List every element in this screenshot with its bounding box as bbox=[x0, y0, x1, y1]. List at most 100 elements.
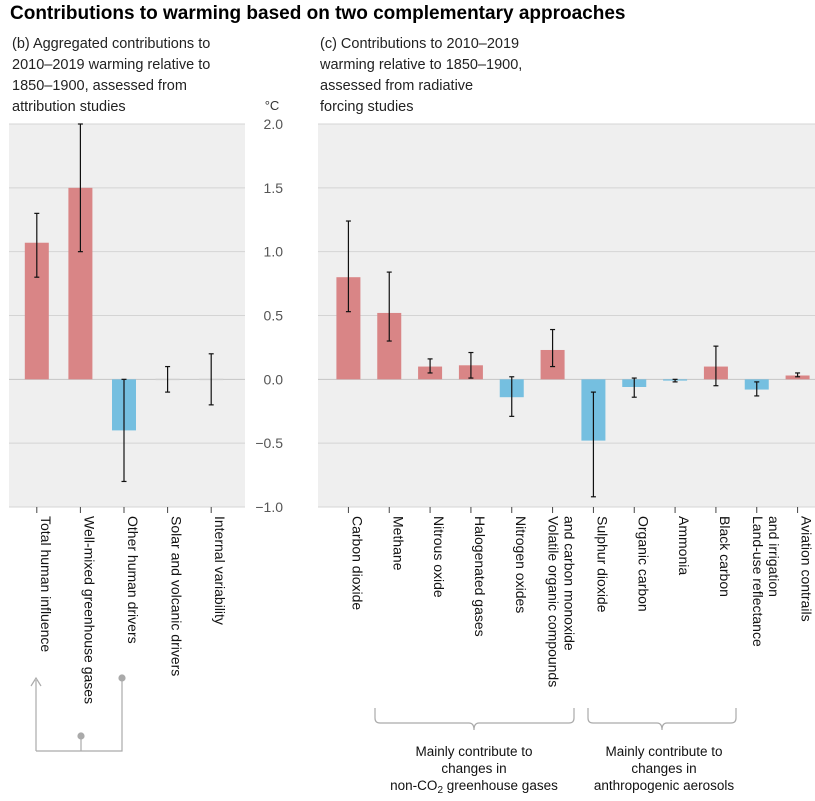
error-bar-aviation-contrails bbox=[795, 372, 801, 378]
panel-c: (c) Contributions to 2010–2019 warming r… bbox=[318, 36, 815, 687]
panel-b-subtitle-line-1: (b) Aggregated contributions to bbox=[12, 36, 210, 52]
error-bar-land-use-reflectance-and-irrigation bbox=[754, 381, 760, 397]
category-label-line: Internal variability bbox=[212, 516, 228, 625]
group-aerosols: Mainly contribute to changes in anthropo… bbox=[587, 708, 737, 793]
panel-b-bracket bbox=[30, 674, 126, 752]
category-label-line: Black carbon bbox=[717, 516, 733, 597]
category-label-line: Carbon dioxide bbox=[349, 516, 365, 610]
error-bar-ammonia bbox=[672, 378, 678, 383]
brace-ghg bbox=[374, 708, 575, 731]
group-aerosols-line-2: changes in bbox=[631, 761, 696, 776]
group-aerosols-line-3: anthropogenic aerosols bbox=[594, 778, 735, 793]
panel-c-subtitle: (c) Contributions to 2010–2019 warming r… bbox=[319, 36, 526, 115]
panel-c-subtitle-line-2: warming relative to 1850–1900, bbox=[319, 57, 522, 73]
error-bar-halogenated-gases bbox=[468, 351, 474, 379]
error-bar-carbon-dioxide bbox=[345, 220, 351, 313]
category-label-line: and carbon monoxide bbox=[562, 516, 578, 651]
category-label-total-human-influence: Total human influence bbox=[38, 516, 54, 652]
bracket-dot-ghg bbox=[77, 732, 85, 740]
panel-c-bars bbox=[336, 277, 810, 441]
y-tick-label: 0.0 bbox=[264, 371, 284, 387]
category-label-line: Other human drivers bbox=[125, 516, 141, 644]
category-label-black-carbon: Black carbon bbox=[717, 516, 733, 597]
panel-b-subtitle-line-3: 1850–1900, assessed from bbox=[12, 78, 187, 94]
panel-c-subtitle-line-1: (c) Contributions to 2010–2019 bbox=[320, 36, 519, 52]
panel-b: (b) Aggregated contributions to 2010–201… bbox=[9, 36, 245, 704]
category-label-line: Organic carbon bbox=[635, 516, 651, 612]
error-bar-methane bbox=[386, 271, 392, 342]
category-label-line: Total human influence bbox=[38, 516, 54, 652]
group-ghg: Mainly contribute to changes in non-CO2 … bbox=[374, 708, 575, 796]
category-label-line: Methane bbox=[390, 516, 406, 571]
category-label-line: Volatile organic compounds bbox=[546, 516, 562, 687]
group-ghg-line-1: Mainly contribute to bbox=[415, 744, 532, 759]
panel-b-error-bars bbox=[34, 123, 214, 483]
group-ghg-line-3-pre: non-CO bbox=[390, 778, 437, 793]
group-ghg-line-2: changes in bbox=[441, 761, 506, 776]
category-label-volatile-organic-compounds-and-carbon-monoxide: Volatile organic compounds and carbon mon… bbox=[546, 516, 578, 687]
bracket-baseline bbox=[36, 680, 123, 752]
y-tick-label: −1.0 bbox=[255, 499, 283, 515]
category-label-line: and irrigation bbox=[766, 516, 782, 597]
category-label-solar-and-volcanic-drivers: Solar and volcanic drivers bbox=[169, 516, 185, 676]
panel-b-category-labels: Total human influence Well-mixed greenhou… bbox=[38, 516, 228, 704]
error-bar-nitrous-oxide bbox=[427, 358, 433, 374]
error-bar-nitrogen-oxides bbox=[509, 376, 515, 417]
y-tick-label: 0.5 bbox=[264, 308, 284, 324]
error-bar-total-human-influence bbox=[34, 212, 40, 278]
category-label-halogenated-gases: Halogenated gases bbox=[472, 516, 488, 637]
panel-c-category-ticks bbox=[347, 507, 799, 513]
category-label-line: Land-use reflectance bbox=[750, 516, 766, 647]
y-axis-unit: °C bbox=[265, 98, 280, 113]
error-bar-other-human-drivers bbox=[121, 378, 127, 483]
panel-c-category-labels: Carbon dioxide Methane Nitrous oxide Haloge… bbox=[349, 516, 814, 687]
group-ghg-line-3-sub: 2 bbox=[437, 785, 443, 796]
panel-b-category-ticks bbox=[36, 507, 212, 513]
panel-c-subtitle-line-4: forcing studies bbox=[320, 99, 414, 115]
panel-b-subtitle-line-4: attribution studies bbox=[12, 99, 126, 115]
category-label-land-use-reflectance-and-irrigation: Land-use reflectance and irrigation bbox=[750, 516, 782, 647]
brace-aerosols bbox=[587, 708, 737, 731]
category-label-other-human-drivers: Other human drivers bbox=[125, 516, 141, 644]
category-label-line: Nitrogen oxides bbox=[513, 516, 529, 613]
bar-aviation-contrails bbox=[785, 375, 810, 380]
error-bar-well-mixed-greenhouse-gases bbox=[77, 123, 83, 253]
error-bar-internal-variability bbox=[208, 353, 214, 406]
bracket-arrow-head bbox=[30, 676, 42, 687]
panel-b-subtitle-line-2: 2010–2019 warming relative to bbox=[12, 57, 210, 73]
category-label-methane: Methane bbox=[390, 516, 406, 571]
panel-c-error-bars bbox=[345, 220, 801, 498]
category-label-organic-carbon: Organic carbon bbox=[635, 516, 651, 612]
category-label-carbon-dioxide: Carbon dioxide bbox=[349, 516, 365, 610]
error-bar-sulphur-dioxide bbox=[590, 391, 596, 498]
category-label-line: Sulphur dioxide bbox=[594, 516, 610, 613]
category-label-line: Nitrous oxide bbox=[431, 516, 447, 598]
y-tick-label: 1.5 bbox=[264, 180, 284, 196]
y-tick-label: 1.0 bbox=[264, 244, 284, 260]
category-label-line: Aviation contrails bbox=[799, 516, 815, 622]
group-ghg-line-3: non-CO2 greenhouse gases bbox=[390, 778, 558, 796]
error-bar-black-carbon bbox=[713, 345, 719, 387]
category-label-internal-variability: Internal variability bbox=[212, 516, 228, 625]
category-label-aviation-contrails: Aviation contrails bbox=[799, 516, 815, 622]
error-bar-volatile-organic-compounds-and-carbon-monoxide bbox=[550, 328, 556, 368]
category-label-nitrogen-oxides: Nitrogen oxides bbox=[513, 516, 529, 613]
y-tick-label: −0.5 bbox=[255, 435, 283, 451]
category-label-nitrous-oxide: Nitrous oxide bbox=[431, 516, 447, 598]
panel-c-subtitle-line-3: assessed from radiative bbox=[320, 78, 473, 94]
y-tick-label: 2.0 bbox=[264, 116, 284, 132]
panel-b-subtitle: (b) Aggregated contributions to 2010–201… bbox=[12, 36, 214, 115]
y-axis-tick-labels: 2.0 1.5 1.0 0.5 0.0 −0.5 −1.0 bbox=[255, 116, 283, 515]
category-label-well-mixed-greenhouse-gases: Well-mixed greenhouse gases bbox=[81, 516, 97, 704]
bracket-dot-other bbox=[118, 674, 126, 682]
category-label-line: Ammonia bbox=[676, 516, 692, 575]
category-label-line: Halogenated gases bbox=[472, 516, 488, 637]
category-label-line: Solar and volcanic drivers bbox=[169, 516, 185, 676]
group-ghg-line-3-post: greenhouse gases bbox=[443, 778, 558, 793]
group-aerosols-line-1: Mainly contribute to bbox=[605, 744, 722, 759]
error-bar-solar-and-volcanic-drivers bbox=[165, 365, 171, 393]
figure-title: Contributions to warming based on two co… bbox=[10, 3, 625, 24]
y-axis: °C 2.0 1.5 1.0 0.5 0.0 −0.5 −1.0 bbox=[255, 98, 283, 515]
error-bar-organic-carbon bbox=[631, 377, 637, 398]
